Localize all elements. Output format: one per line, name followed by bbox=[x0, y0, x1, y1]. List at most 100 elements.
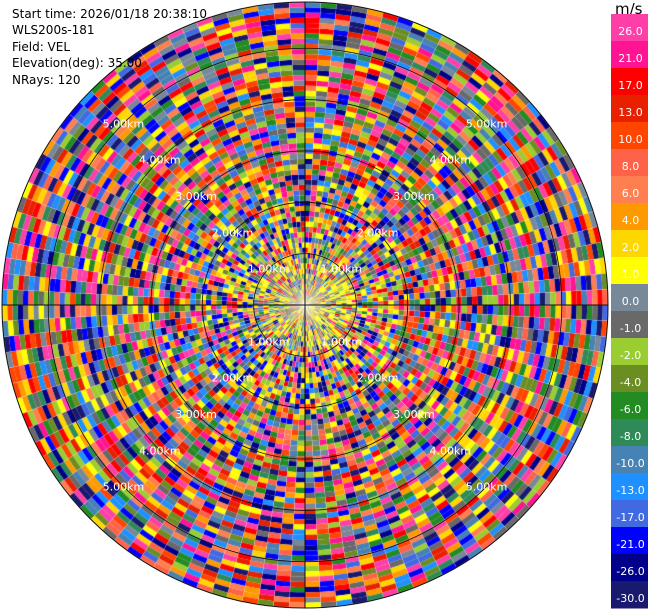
ray-line bbox=[304, 59, 484, 306]
ray-line bbox=[304, 304, 496, 541]
field-text: Field: VEL bbox=[12, 39, 71, 54]
ray-line bbox=[273, 304, 306, 607]
ray-line bbox=[304, 196, 588, 306]
ray-line bbox=[304, 304, 399, 594]
ray-line bbox=[59, 126, 306, 306]
colorbar-segment bbox=[611, 500, 648, 528]
ray-line bbox=[304, 22, 414, 306]
ray-line bbox=[304, 304, 576, 443]
nrays-text: NRays: 120 bbox=[12, 72, 81, 87]
ray-line bbox=[34, 167, 306, 306]
ray-line bbox=[304, 304, 429, 582]
ray-line bbox=[304, 153, 568, 306]
range-ring-label: 4.00km bbox=[139, 154, 181, 167]
colorbar-tick-label: 6.0 bbox=[622, 187, 640, 200]
ray-line bbox=[288, 2, 306, 306]
colorbar-segment bbox=[611, 41, 648, 69]
ray-line bbox=[139, 50, 306, 306]
ray-line bbox=[126, 59, 306, 306]
ray-line bbox=[226, 12, 306, 306]
elevation-text: Elevation(deg): 35.00 bbox=[12, 56, 142, 71]
colorbar-segment bbox=[611, 284, 648, 312]
ray-line bbox=[304, 34, 443, 306]
colorbar-tick-label: -8.0 bbox=[620, 430, 641, 443]
range-ring-label: 5.00km bbox=[103, 481, 145, 494]
ray-line bbox=[304, 304, 607, 337]
ray-line bbox=[304, 69, 496, 306]
ray-line bbox=[304, 288, 608, 306]
range-ring-label: 5.00km bbox=[103, 117, 145, 130]
ray-line bbox=[304, 28, 429, 306]
ray-line bbox=[16, 211, 306, 306]
ray-line bbox=[304, 304, 560, 471]
range-ring-label: 4.00km bbox=[429, 444, 471, 457]
ray-line bbox=[8, 304, 306, 369]
ppi-plot: 1.00km 1.00km 1.00km 1.00km 2.00km 2.00km 2.00… bbox=[0, 0, 610, 610]
scan-info: Start time: 2026/01/18 20:38:10 WLS200s-… bbox=[12, 6, 207, 88]
colorbar-tick-label: -6.0 bbox=[620, 403, 641, 416]
colorbar-segment bbox=[611, 581, 648, 609]
ray-line bbox=[102, 79, 306, 306]
ray-line bbox=[304, 12, 384, 306]
colorbar-tick-label: 2.0 bbox=[622, 241, 640, 254]
range-ring-label: 3.00km bbox=[175, 408, 217, 421]
ray-line bbox=[304, 5, 353, 306]
colorbar-tick-label: -10.0 bbox=[616, 457, 644, 470]
ray-line bbox=[288, 304, 306, 608]
ray-line bbox=[167, 304, 306, 576]
ray-line bbox=[59, 304, 306, 484]
ray-line bbox=[304, 50, 471, 306]
range-ring-overlay: 1.00km 1.00km 1.00km 1.00km 2.00km 2.00km 2.00… bbox=[1, 1, 609, 609]
ray-line bbox=[90, 304, 306, 520]
instrument-text: WLS200s-181 bbox=[12, 23, 95, 38]
ray-line bbox=[304, 181, 582, 306]
range-ring-label: 2.00km bbox=[212, 226, 254, 239]
ray-line bbox=[153, 304, 306, 568]
colorbar-segment bbox=[611, 365, 648, 393]
ray-line bbox=[79, 102, 306, 306]
ray-line bbox=[2, 304, 306, 322]
ray-line bbox=[16, 304, 306, 399]
ray-line bbox=[304, 226, 598, 306]
ray-line bbox=[257, 304, 306, 605]
ray-line bbox=[304, 304, 471, 560]
colorbar-tick-label: -17.0 bbox=[616, 511, 644, 524]
range-ring-label: 4.00km bbox=[139, 444, 181, 457]
ray-line bbox=[126, 304, 306, 551]
colorbar-segment bbox=[611, 176, 648, 204]
colorbar-segment bbox=[611, 338, 648, 366]
colorbar-segment bbox=[611, 230, 648, 258]
ray-line bbox=[2, 288, 306, 306]
colorbar-segment bbox=[611, 554, 648, 582]
range-ring-label: 1.00km bbox=[248, 263, 290, 276]
ray-line bbox=[50, 304, 306, 471]
ray-line bbox=[304, 304, 598, 384]
colorbar: 26.0 21.0 17.0 13.0 10.0 8.0 6.0 4.0 2.0 1.0 0.0 -1… bbox=[611, 14, 648, 609]
ray-line bbox=[304, 90, 520, 306]
ray-line bbox=[28, 304, 306, 429]
ray-line bbox=[181, 304, 306, 582]
ray-line bbox=[28, 181, 306, 306]
ray-line bbox=[304, 304, 605, 353]
colorbar-tick-label: -13.0 bbox=[616, 484, 644, 497]
ray-line bbox=[5, 257, 306, 306]
ray-line bbox=[304, 304, 594, 399]
ray-line bbox=[3, 273, 306, 306]
range-ring-label: 3.00km bbox=[393, 408, 435, 421]
ray-line bbox=[42, 304, 306, 457]
colorbar-tick-label: 26.0 bbox=[618, 25, 643, 38]
ray-line bbox=[241, 8, 306, 306]
ray-line bbox=[304, 139, 560, 306]
ray-line bbox=[304, 3, 337, 306]
colorbar-tick-label: 4.0 bbox=[622, 214, 640, 227]
colorbar-segment bbox=[611, 311, 648, 339]
colorbar-tick-label: 17.0 bbox=[618, 79, 643, 92]
ray-line bbox=[79, 304, 306, 508]
colorbar-tick-label: -26.0 bbox=[616, 565, 644, 578]
ray-line bbox=[22, 304, 306, 414]
ray-line bbox=[304, 304, 369, 602]
colorbar-tick-label: 8.0 bbox=[622, 160, 640, 173]
range-ring-label: 2.00km bbox=[357, 372, 399, 385]
colorbar-segment bbox=[611, 122, 648, 150]
ray-line bbox=[69, 304, 306, 496]
